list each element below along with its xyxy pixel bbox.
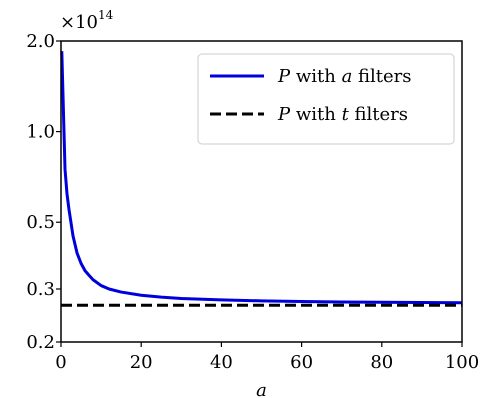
- legend-var: a: [342, 66, 353, 87]
- y-tick-label: 0.3: [26, 279, 55, 300]
- x-tick-label: 60: [290, 352, 313, 373]
- legend-var: t: [342, 104, 350, 125]
- y-multiplier-base: ×10: [60, 12, 98, 33]
- ticks-layer: 0 20 40 60 80 100 0.2 0.3 0.5 1.0 2.0: [26, 31, 479, 373]
- legend-label-1: P with a filters: [277, 66, 412, 87]
- y-multiplier-label: ×1014: [60, 8, 114, 33]
- legend-text-suffix: filters: [352, 66, 411, 87]
- x-tick-label: 20: [130, 352, 153, 373]
- legend-text-suffix: filters: [349, 104, 408, 125]
- series-line-1: [60, 51, 463, 305]
- legend-text-mid: with: [290, 66, 341, 87]
- legend-var-p: P: [277, 66, 291, 87]
- axes-frame: [60, 40, 463, 343]
- legend-label-2: P with t filters: [277, 104, 408, 125]
- x-tick-label: 40: [210, 352, 233, 373]
- legend-text-mid: with: [290, 104, 341, 125]
- y-tick-label: 1.0: [26, 122, 55, 143]
- x-tick-label: 80: [370, 352, 393, 373]
- legend-var-p: P: [277, 104, 291, 125]
- x-tick-label: 0: [55, 352, 66, 373]
- x-tick-label: 100: [445, 352, 479, 373]
- y-tick-label: 0.2: [26, 332, 55, 353]
- y-tick-label: 0.5: [26, 212, 55, 233]
- y-tick-label: 2.0: [26, 31, 55, 52]
- y-multiplier-exponent: 14: [98, 8, 114, 22]
- series-layer: [60, 51, 463, 307]
- x-axis-label: a: [256, 380, 267, 398]
